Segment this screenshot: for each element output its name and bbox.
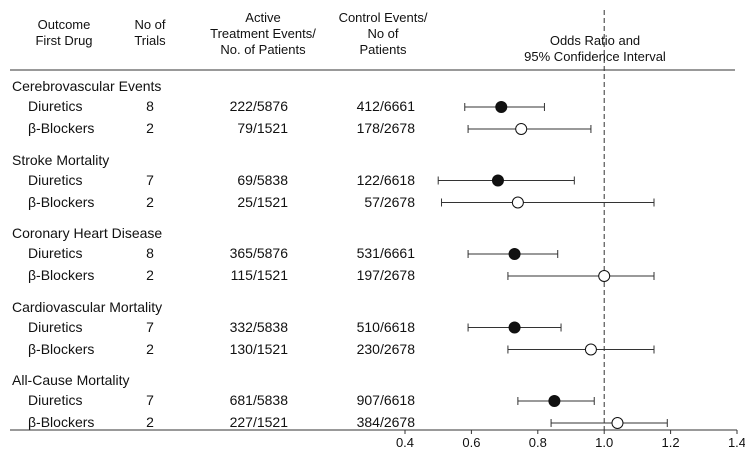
row-active-events: 69/5838 bbox=[237, 171, 288, 188]
row-drug-label: Diuretics bbox=[28, 318, 83, 335]
row-trials: 8 bbox=[146, 98, 154, 114]
odds-ratio-point-open bbox=[598, 270, 611, 282]
row-trials: 8 bbox=[146, 245, 154, 261]
odds-ratio-point-open bbox=[511, 196, 524, 209]
odds-ratio-point-open bbox=[515, 123, 528, 135]
odds-ratio-point-open bbox=[611, 417, 624, 429]
group-title: Cardiovascular Mortality bbox=[12, 298, 163, 315]
row-trials: 2 bbox=[146, 267, 154, 283]
row-active-events: 681/5838 bbox=[229, 392, 288, 408]
odds-ratio-point-filled bbox=[548, 395, 561, 407]
row-active-events: 222/5876 bbox=[229, 98, 288, 114]
row-trials: 7 bbox=[146, 318, 154, 335]
header-trials: No of Trials bbox=[134, 17, 166, 48]
row-drug-label: β-Blockers bbox=[28, 267, 95, 283]
row-control-events: 531/6661 bbox=[356, 245, 415, 261]
row-drug-label: β-Blockers bbox=[28, 414, 95, 430]
header-outcome: Outcome First Drug bbox=[35, 17, 93, 48]
row-control-events: 57/2678 bbox=[364, 193, 415, 210]
row-drug-label: Diuretics bbox=[28, 245, 83, 261]
odds-ratio-point-open bbox=[584, 343, 597, 356]
row-active-events: 115/1521 bbox=[230, 267, 288, 283]
row-drug-label: Diuretics bbox=[28, 392, 83, 408]
header-active: Active Treatment Events/ No. of Patients bbox=[210, 10, 316, 57]
odds-ratio-point-filled bbox=[495, 101, 508, 113]
x-tick-label: 1.0 bbox=[595, 435, 613, 450]
row-control-events: 907/6618 bbox=[356, 392, 415, 408]
row-control-events: 197/2678 bbox=[356, 267, 415, 283]
odds-ratio-point-filled bbox=[491, 174, 504, 187]
group-title: Coronary Heart Disease bbox=[12, 225, 163, 241]
row-trials: 2 bbox=[146, 120, 154, 136]
row-trials: 2 bbox=[146, 193, 154, 210]
group-title: Stroke Mortality bbox=[12, 151, 110, 168]
row-control-events: 412/6661 bbox=[356, 98, 415, 114]
x-tick-label: 0.8 bbox=[529, 435, 547, 450]
row-control-events: 384/2678 bbox=[356, 414, 415, 430]
row-drug-label: Diuretics bbox=[28, 98, 83, 114]
row-active-events: 130/1521 bbox=[229, 340, 288, 357]
row-control-events: 510/6618 bbox=[356, 318, 415, 335]
row-control-events: 178/2678 bbox=[356, 120, 415, 136]
header-ci: Odds Ratio and 95% Confidence Interval bbox=[524, 33, 666, 64]
row-trials: 7 bbox=[146, 171, 154, 188]
x-tick-label: 0.4 bbox=[396, 435, 414, 450]
group-title: Cerebrovascular Events bbox=[12, 78, 162, 94]
row-trials: 2 bbox=[146, 414, 154, 430]
x-tick-label: 0.6 bbox=[462, 435, 480, 450]
row-active-events: 332/5838 bbox=[229, 318, 288, 335]
row-trials: 2 bbox=[146, 340, 154, 357]
row-active-events: 25/1521 bbox=[237, 193, 288, 210]
odds-ratio-point-filled bbox=[508, 321, 521, 334]
group-title: All-Cause Mortality bbox=[12, 372, 130, 388]
row-control-events: 230/2678 bbox=[356, 340, 415, 357]
row-drug-label: Diuretics bbox=[28, 171, 83, 188]
row-drug-label: β-Blockers bbox=[28, 340, 95, 357]
row-active-events: 365/5876 bbox=[229, 245, 288, 261]
row-drug-label: β-Blockers bbox=[28, 120, 95, 136]
odds-ratio-point-filled bbox=[508, 248, 521, 260]
row-drug-label: β-Blockers bbox=[28, 193, 95, 210]
row-trials: 7 bbox=[146, 392, 154, 408]
row-active-events: 227/1521 bbox=[229, 414, 288, 430]
row-active-events: 79/1521 bbox=[237, 120, 288, 136]
x-tick-label: 1.4 bbox=[728, 435, 745, 450]
header-control: Control Events/ No of Patients bbox=[338, 10, 428, 57]
x-tick-label: 1.2 bbox=[662, 435, 680, 450]
row-control-events: 122/6618 bbox=[356, 171, 415, 188]
